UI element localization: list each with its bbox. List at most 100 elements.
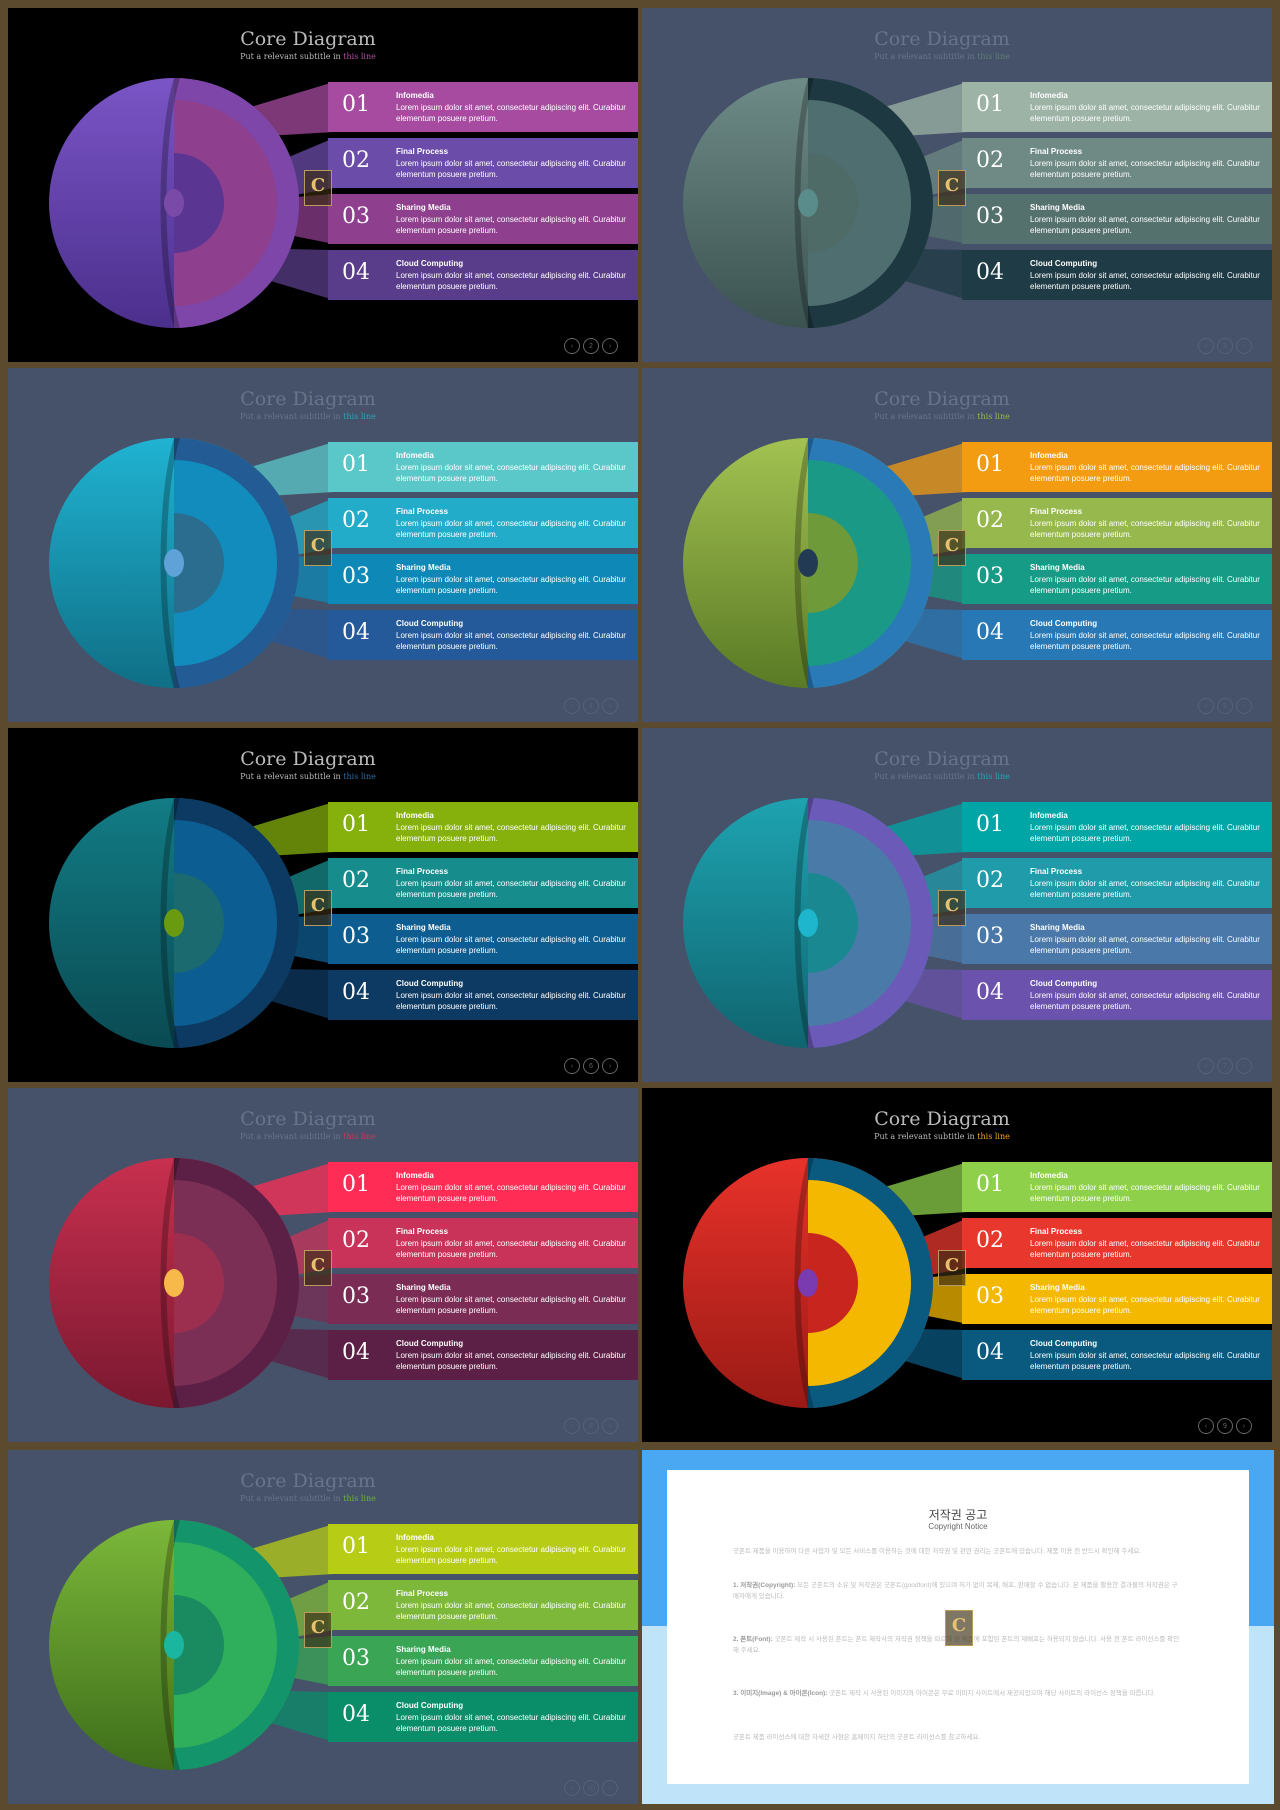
item-row: 02 Final Process Lorem ipsum dolor sit ame… <box>328 138 638 188</box>
prev-page-button[interactable]: ‹ <box>564 1058 580 1074</box>
next-page-button[interactable]: › <box>602 1418 618 1434</box>
core-sphere <box>49 78 334 328</box>
item-number: 01 <box>342 812 370 837</box>
slide-subtitle: Put a relevant subtitle in this line <box>8 412 608 421</box>
prev-page-button[interactable]: ‹ <box>1198 1418 1214 1434</box>
item-number: 02 <box>342 868 370 893</box>
prev-page-button[interactable]: ‹ <box>564 698 580 714</box>
next-page-button[interactable]: › <box>602 338 618 354</box>
core-sphere <box>683 1158 968 1408</box>
page-number: 9 <box>1217 1418 1233 1434</box>
item-number: 03 <box>976 1284 1004 1309</box>
item-row: 04 Cloud Computing Lorem ipsum dolor sit a… <box>328 970 638 1020</box>
page-number: 7 <box>1217 1058 1233 1074</box>
next-page-button[interactable]: › <box>602 698 618 714</box>
cut-edge <box>160 438 180 688</box>
item-row: 04 Cloud Computing Lorem ipsum dolor sit a… <box>962 1330 1272 1380</box>
slide-subtitle: Put a relevant subtitle in this line <box>642 1132 1242 1141</box>
item-number: 03 <box>342 1284 370 1309</box>
item-row: 04 Cloud Computing Lorem ipsum dolor sit a… <box>328 250 638 300</box>
item-title: Infomedia <box>1030 811 1068 820</box>
item-number: 03 <box>342 924 370 949</box>
core-sphere <box>49 1158 334 1408</box>
item-description: Lorem ipsum dolor sit amet, consectetur … <box>396 935 626 955</box>
item-title: Cloud Computing <box>1030 619 1098 628</box>
next-page-button[interactable]: › <box>1236 1418 1252 1434</box>
item-description: Lorem ipsum dolor sit amet, consectetur … <box>396 631 626 651</box>
core-layer-middle <box>808 100 911 306</box>
core-layer-inner <box>174 1233 224 1333</box>
prev-page-button[interactable]: ‹ <box>564 338 580 354</box>
item-number: 04 <box>976 980 1004 1005</box>
pager: ‹ 5 › <box>1198 698 1252 714</box>
core-sphere <box>49 798 334 1048</box>
slide-subtitle: Put a relevant subtitle in this line <box>8 52 608 61</box>
item-number: 01 <box>342 1534 370 1559</box>
next-page-button[interactable]: › <box>602 1780 618 1796</box>
subtitle-prefix: Put a relevant subtitle in <box>240 412 344 421</box>
prev-page-button[interactable]: ‹ <box>564 1418 580 1434</box>
subtitle-prefix: Put a relevant subtitle in <box>240 772 344 781</box>
item-row: 02 Final Process Lorem ipsum dolor sit ame… <box>328 858 638 908</box>
prev-page-button[interactable]: ‹ <box>1198 338 1214 354</box>
item-row: 03 Sharing Media Lorem ipsum dolor sit ame… <box>328 914 638 964</box>
core-nucleus <box>164 1269 184 1297</box>
item-title: Sharing Media <box>1030 563 1085 572</box>
notice-paragraph-text: 굿폰트 제품을 이용하여 다른 사업자 및 모든 서비스를 이용하는 것에 대한… <box>733 1548 1142 1555</box>
pager: ‹ 4 › <box>564 698 618 714</box>
item-title: Cloud Computing <box>396 619 464 628</box>
core-diagram-slide: Core Diagram Put a relevant subtitle in t… <box>642 728 1272 1082</box>
subtitle-prefix: Put a relevant subtitle in <box>874 412 978 421</box>
item-title: Cloud Computing <box>1030 1339 1098 1348</box>
cut-edge <box>794 438 814 688</box>
slide-subtitle: Put a relevant subtitle in this line <box>642 52 1242 61</box>
item-number: 03 <box>342 204 370 229</box>
prev-page-button[interactable]: ‹ <box>564 1780 580 1796</box>
item-number: 01 <box>976 92 1004 117</box>
item-row: 03 Sharing Media Lorem ipsum dolor sit ame… <box>328 194 638 244</box>
item-row: 04 Cloud Computing Lorem ipsum dolor sit a… <box>328 610 638 660</box>
item-number: 02 <box>342 1590 370 1615</box>
item-number: 02 <box>342 148 370 173</box>
core-diagram-slide: Core Diagram Put a relevant subtitle in t… <box>8 1088 638 1442</box>
item-description: Lorem ipsum dolor sit amet, consectetur … <box>1030 215 1260 235</box>
slide-subtitle: Put a relevant subtitle in this line <box>642 412 1242 421</box>
item-row: 01 Infomedia Lorem ipsum dolor sit amet, c… <box>328 802 638 852</box>
notice-paragraph-text: 굿폰트 제작 시 사용된 폰트는 폰트 제작사의 저작권 정책을 따르며 본 제… <box>733 1636 1180 1654</box>
next-page-button[interactable]: › <box>602 1058 618 1074</box>
core-nucleus <box>164 909 184 937</box>
item-number: 01 <box>976 812 1004 837</box>
item-title: Infomedia <box>396 811 434 820</box>
item-number: 04 <box>342 260 370 285</box>
core-diagram-slide: Core Diagram Put a relevant subtitle in t… <box>642 368 1272 722</box>
next-page-button[interactable]: › <box>1236 1058 1252 1074</box>
core-layer-middle <box>808 820 911 1026</box>
core-layer-inner <box>174 153 224 253</box>
copyright-notice-slide: 저작권 공고 Copyright Notice 굿폰트 제품을 이용하여 다른 … <box>642 1450 1274 1804</box>
item-description: Lorem ipsum dolor sit amet, consectetur … <box>396 1295 626 1315</box>
item-description: Lorem ipsum dolor sit amet, consectetur … <box>1030 935 1260 955</box>
item-description: Lorem ipsum dolor sit amet, consectetur … <box>1030 1239 1260 1259</box>
subtitle-highlight: this line <box>343 1132 376 1141</box>
slide-subtitle: Put a relevant subtitle in this line <box>8 1494 608 1503</box>
slide-title: Core Diagram <box>240 388 376 410</box>
notice-paper: 저작권 공고 Copyright Notice 굿폰트 제품을 이용하여 다른 … <box>667 1470 1249 1784</box>
slide-subtitle: Put a relevant subtitle in this line <box>8 772 608 781</box>
next-page-button[interactable]: › <box>1236 698 1252 714</box>
logo-icon: C <box>945 1610 973 1646</box>
item-description: Lorem ipsum dolor sit amet, consectetur … <box>1030 991 1260 1011</box>
page-number: 10 <box>583 1780 599 1796</box>
prev-page-button[interactable]: ‹ <box>1198 1058 1214 1074</box>
prev-page-button[interactable]: ‹ <box>1198 698 1214 714</box>
pager: ‹ 9 › <box>1198 1418 1252 1434</box>
item-description: Lorem ipsum dolor sit amet, consectetur … <box>1030 519 1260 539</box>
item-title: Cloud Computing <box>1030 259 1098 268</box>
core-layer-middle <box>808 460 911 666</box>
slide-title: Core Diagram <box>874 748 1010 770</box>
item-description: Lorem ipsum dolor sit amet, consectetur … <box>396 1601 626 1621</box>
item-row: 03 Sharing Media Lorem ipsum dolor sit ame… <box>328 554 638 604</box>
logo-icon: C <box>304 1612 332 1648</box>
next-page-button[interactable]: › <box>1236 338 1252 354</box>
item-description: Lorem ipsum dolor sit amet, consectetur … <box>1030 103 1260 123</box>
item-description: Lorem ipsum dolor sit amet, consectetur … <box>396 271 626 291</box>
